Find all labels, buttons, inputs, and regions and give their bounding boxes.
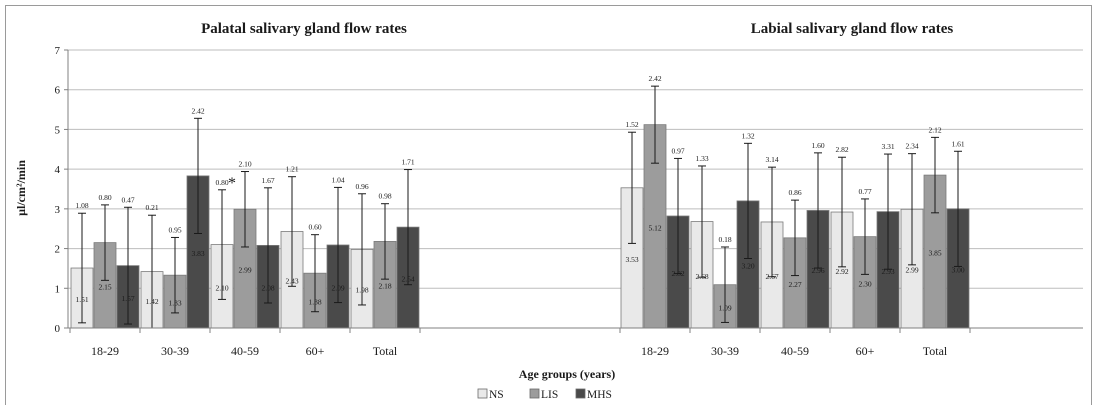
bar-value-label: 2.18 xyxy=(378,282,391,291)
y-axis-title: µl/cm²/min xyxy=(14,160,28,216)
bar-value-label: 3.20 xyxy=(741,261,754,270)
bar-value-label: 1.57 xyxy=(121,294,134,303)
x-tick-label: 30-39 xyxy=(711,344,739,358)
legend-swatch-ns xyxy=(477,388,488,399)
error-value-label: 2.82 xyxy=(835,145,848,154)
error-value-label: 1.52 xyxy=(625,120,638,129)
legend-swatch-mhs xyxy=(575,388,586,399)
bar-value-label: 5.12 xyxy=(648,223,661,232)
error-value-label: 0.86 xyxy=(788,188,801,197)
legend: NS LIS MHS xyxy=(477,388,612,401)
error-value-label: 2.12 xyxy=(928,125,941,134)
legend-label-ns: NS xyxy=(489,389,504,401)
bar-value-label: 2.67 xyxy=(765,272,778,281)
y-tick-label: 4 xyxy=(55,164,61,176)
x-tick-label: 60+ xyxy=(856,344,875,358)
x-tick-label: 18-29 xyxy=(91,344,119,358)
bar-value-label: 1.33 xyxy=(168,299,181,308)
bar-value-label: 1.09 xyxy=(718,303,731,312)
bar-value-label: 2.09 xyxy=(331,283,344,292)
error-value-label: 0.21 xyxy=(145,203,158,212)
x-tick-label: Total xyxy=(923,344,948,358)
x-tick-label: 18-29 xyxy=(641,344,669,358)
bar-value-label: 1.42 xyxy=(145,297,158,306)
error-value-label: 1.33 xyxy=(695,154,708,163)
bar-value-label: 2.93 xyxy=(881,267,894,276)
x-tick-label: 40-59 xyxy=(781,344,809,358)
bar-value-label: 2.96 xyxy=(811,266,824,275)
bar-value-label: 1.38 xyxy=(308,298,321,307)
error-value-label: 0.77 xyxy=(858,187,871,196)
bar-value-label: 2.54 xyxy=(401,275,414,284)
error-value-label: 2.34 xyxy=(905,142,918,151)
legend-label-lis: LIS xyxy=(541,389,558,401)
bar-value-label: 2.82 xyxy=(671,269,684,278)
bar-value-label: 2.27 xyxy=(788,280,801,289)
x-tick-label: 30-39 xyxy=(161,344,189,358)
y-tick-label: 1 xyxy=(55,283,61,295)
bar-value-label: 1.98 xyxy=(355,286,368,295)
x-tick-label: 60+ xyxy=(306,344,325,358)
bar-value-label: 2.92 xyxy=(835,267,848,276)
x-axis-title: Age groups (years) xyxy=(519,367,615,381)
error-value-label: 0.47 xyxy=(121,195,134,204)
legend-swatch-lis xyxy=(529,388,540,399)
error-value-label: 2.10 xyxy=(238,160,251,169)
error-value-label: 0.95 xyxy=(168,225,181,234)
error-value-label: 0.60 xyxy=(308,223,321,232)
bar-value-label: 2.15 xyxy=(98,282,111,291)
bar-value-label: 2.08 xyxy=(261,284,274,293)
error-value-label: 1.32 xyxy=(741,131,754,140)
x-tick-label: 40-59 xyxy=(231,344,259,358)
bar-value-label: 3.00 xyxy=(951,265,964,274)
data-labels-layer: 1.51 1.08 2.15 0.80 1.57 0.47 1.42 0.21 1.33 0.95… xyxy=(75,74,964,312)
bar-value-label: 3.85 xyxy=(928,249,941,258)
error-value-label: 2.42 xyxy=(648,74,661,83)
error-value-label: 1.21 xyxy=(285,165,298,174)
error-value-label: 1.71 xyxy=(401,158,414,167)
error-value-label: 2.42 xyxy=(191,106,204,115)
chart-title-labial: Labial salivary gland flow rates xyxy=(751,21,954,37)
error-value-label: 3.14 xyxy=(765,155,778,164)
bar-value-label: 3.83 xyxy=(191,249,204,258)
y-tick-label: 0 xyxy=(55,323,61,335)
error-value-label: 0.80 xyxy=(215,178,228,187)
error-value-label: 0.97 xyxy=(671,146,684,155)
error-value-label: 3.31 xyxy=(881,142,894,151)
chart-title-palatal: Palatal salivary gland flow rates xyxy=(201,21,407,37)
bar-value-label: 1.51 xyxy=(75,295,88,304)
axes-layer: 0 1 2 3 4 5 6 7 18-29 30-39 40-59 60+ Total 18-29 30-3… xyxy=(55,45,1083,358)
bar-value-label: 2.10 xyxy=(215,283,228,292)
error-value-label: 1.04 xyxy=(331,175,344,184)
y-tick-label: 7 xyxy=(55,45,61,57)
y-tick-label: 5 xyxy=(55,124,61,136)
error-value-label: 0.98 xyxy=(378,192,391,201)
bar-value-label: 2.30 xyxy=(858,279,871,288)
error-value-label: 1.67 xyxy=(261,176,274,185)
legend-label-mhs: MHS xyxy=(587,389,612,401)
error-value-label: 0.18 xyxy=(718,235,731,244)
error-value-label: 1.61 xyxy=(951,139,964,148)
chart-frame xyxy=(5,5,1092,410)
bar-value-label: 3.53 xyxy=(625,255,638,264)
bar-value-label: 2.99 xyxy=(905,266,918,275)
error-value-label: 0.80 xyxy=(98,193,111,202)
error-value-label: 1.60 xyxy=(811,141,824,150)
significance-marker: * xyxy=(228,175,236,192)
bar-value-label: 2.68 xyxy=(695,272,708,281)
error-value-label: 0.96 xyxy=(355,182,368,191)
error-bars-layer xyxy=(78,85,962,329)
x-tick-label: Total xyxy=(373,344,398,358)
error-value-label: 1.08 xyxy=(75,201,88,210)
y-tick-label: 2 xyxy=(55,244,61,256)
y-tick-label: 3 xyxy=(55,204,61,216)
bar-value-label: 2.99 xyxy=(238,266,251,275)
bar-value-label: 2.43 xyxy=(285,277,298,286)
y-tick-label: 6 xyxy=(55,85,61,97)
